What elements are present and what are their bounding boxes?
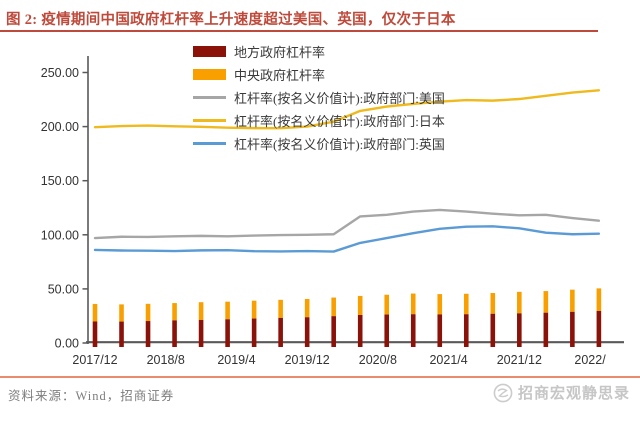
legend-local-gov: 地方政府杠杆率 (193, 40, 445, 63)
local-gov-bar-segment (596, 310, 602, 347)
local-gov-bar-segment (145, 321, 151, 347)
central-gov-bar-segment (517, 291, 522, 314)
local-gov-bar-segment (384, 314, 390, 347)
central-gov-bar-segment (198, 302, 204, 320)
figure-title: 图 2: 疫情期间中国政府杠杆率上升速度超过美国、英国，仅次于日本 (6, 12, 456, 28)
legend-central-gov: 中央政府杠杆率 (193, 63, 445, 86)
legend-japan-label: 杠杆率(按名义价值计):政府部门:日本 (234, 114, 445, 129)
local-gov-bar-segment (570, 311, 575, 347)
legend-us-swatch (193, 96, 226, 99)
chart-legend: 地方政府杠杆率 中央政府杠杆率杠杆率(按名义价值计):政府部门:美国 杠杆率(按名义… (193, 40, 445, 155)
japan-line (93, 89, 601, 130)
central-gov-bar-segment (490, 293, 496, 314)
y-tick-label: 50.00 (48, 282, 79, 296)
central-gov-bar-segment (251, 300, 257, 319)
legend-japan-swatch (193, 119, 226, 122)
y-tick-label: 200.00 (41, 120, 79, 134)
legend-us: 杠杆率(按名义价值计):政府部门:美国 (193, 86, 445, 109)
y-tick-label: 250.00 (41, 66, 79, 80)
local-gov-bar-segment (278, 317, 283, 347)
local-gov-bar-segment (172, 320, 177, 347)
uk-line (93, 225, 601, 253)
central-gov-bar-segment (304, 298, 310, 318)
wechat-account-logo-icon (493, 383, 513, 402)
us-line (93, 208, 601, 240)
local-gov-bar-segment (198, 319, 204, 347)
local-gov-bar-segment (410, 314, 416, 347)
x-tick-label: 2017/12 (72, 353, 117, 367)
source-note: 资料来源：Wind，招商证券 (8, 389, 175, 403)
central-gov-bar-segment (570, 289, 575, 312)
local-gov-bar-segment (92, 321, 98, 347)
central-gov-bar-segment (437, 294, 443, 315)
footer-divider (0, 376, 640, 378)
legend-uk: 杠杆率(按名义价值计):政府部门:英国 (193, 132, 445, 155)
local-gov-bar-segment (225, 319, 230, 347)
legend-local-gov-swatch (193, 46, 226, 57)
local-gov-bar-segment (357, 314, 363, 347)
watermark: 招商宏观静思录 (493, 382, 630, 403)
legend-us-label: 杠杆率(按名义价值计):政府部门:美国 (234, 91, 445, 106)
central-gov-bar-segment (278, 299, 283, 318)
local-gov-bar-segment (304, 317, 310, 347)
watermark-text: 招商宏观静思录 (517, 386, 630, 402)
x-tick-label: 2018/8 (147, 353, 185, 367)
local-gov-bar-segment (490, 313, 496, 347)
local-gov-bar-segment (543, 312, 549, 347)
local-gov-bar-segment (251, 318, 257, 347)
x-tick-label: 2022/ (574, 353, 606, 367)
local-gov-bar-segment (331, 316, 336, 347)
central-gov-bar-segment (145, 303, 151, 322)
y-tick-label: 100.00 (41, 228, 79, 242)
central-gov-bar-segment (410, 293, 416, 315)
central-gov-bar-segment (119, 304, 124, 322)
local-gov-bar-segment (437, 314, 443, 347)
legend-uk-label: 杠杆率(按名义价值计):政府部门:英国 (234, 137, 445, 152)
central-gov-bar-segment (596, 288, 602, 311)
footer: 资料来源：Wind，招商证券 招商宏观静思录 (0, 382, 640, 412)
central-gov-bar-segment (463, 293, 469, 315)
local-gov-bar-segment (119, 321, 124, 347)
central-gov-bar-segment (357, 295, 363, 315)
central-gov-bar-segment (225, 301, 230, 320)
x-tick-label: 2019/12 (285, 353, 330, 367)
central-gov-bar-segment (92, 303, 98, 322)
local-gov-bar-segment (517, 313, 522, 347)
central-gov-bar-segment (172, 303, 177, 321)
y-tick-label: 0.00 (55, 337, 79, 351)
local-gov-bar-segment (463, 314, 469, 347)
central-gov-bar-segment (331, 297, 336, 317)
x-tick-label: 2019/4 (217, 353, 255, 367)
central-gov-bar-segment (543, 291, 549, 313)
legend-local-gov-label: 地方政府杠杆率 (234, 45, 326, 60)
x-tick-label: 2021/12 (497, 353, 542, 367)
central-gov-bar-segment (384, 294, 390, 315)
x-tick-label: 2021/4 (429, 353, 467, 367)
title-underline (0, 30, 598, 32)
legend-uk-swatch (193, 142, 226, 145)
legend-central-gov-swatch (193, 69, 226, 80)
x-tick-label: 2020/8 (359, 353, 397, 367)
legend-central-gov-label: 中央政府杠杆率 (234, 68, 326, 83)
legend-japan: 杠杆率(按名义价值计):政府部门:日本 (193, 109, 445, 132)
y-tick-label: 150.00 (41, 174, 79, 188)
